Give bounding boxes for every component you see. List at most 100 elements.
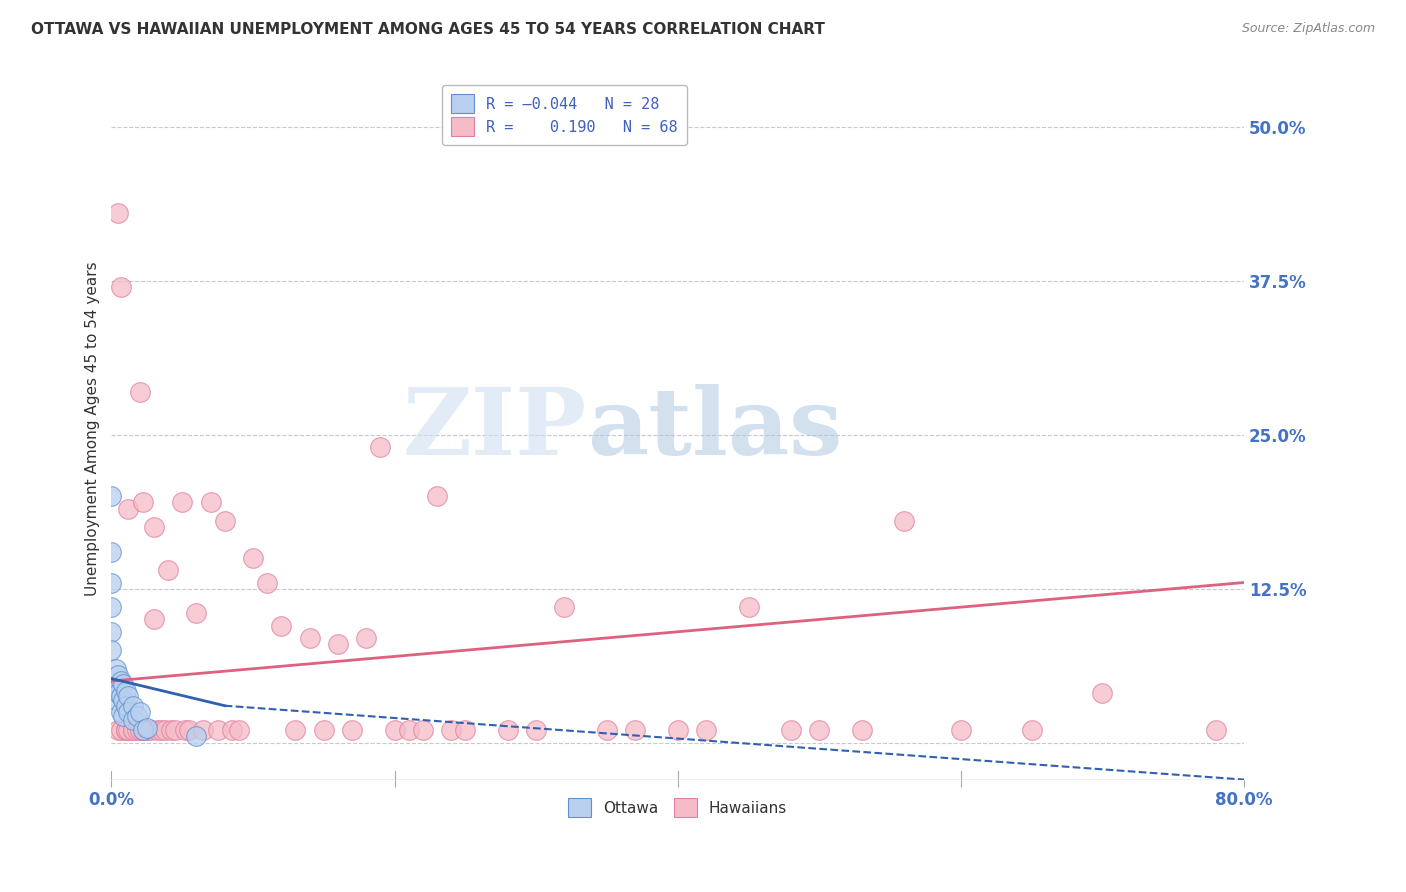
Point <box>131 723 153 738</box>
Point <box>242 550 264 565</box>
Legend: Ottawa, Hawaiians: Ottawa, Hawaiians <box>561 790 794 824</box>
Point <box>135 723 157 738</box>
Point <box>186 607 208 621</box>
Point <box>340 723 363 738</box>
Text: OTTAWA VS HAWAIIAN UNEMPLOYMENT AMONG AGES 45 TO 54 YEARS CORRELATION CHART: OTTAWA VS HAWAIIAN UNEMPLOYMENT AMONG AG… <box>31 22 825 37</box>
Point <box>149 723 172 738</box>
Point <box>370 440 392 454</box>
Point <box>100 575 122 590</box>
Point <box>524 723 547 738</box>
Point <box>893 514 915 528</box>
Point <box>384 723 406 738</box>
Point <box>221 723 243 738</box>
Point <box>228 723 250 738</box>
Point <box>186 730 208 744</box>
Point <box>142 520 165 534</box>
Point <box>104 680 127 694</box>
Point <box>107 206 129 220</box>
Point <box>172 495 194 509</box>
Point <box>111 676 134 690</box>
Point <box>440 723 463 738</box>
Point <box>398 723 420 738</box>
Point <box>107 686 129 700</box>
Point <box>298 631 321 645</box>
Y-axis label: Unemployment Among Ages 45 to 54 years: Unemployment Among Ages 45 to 54 years <box>86 261 100 596</box>
Point <box>128 723 150 738</box>
Point <box>284 723 307 738</box>
Point <box>200 495 222 509</box>
Point <box>128 384 150 399</box>
Point <box>312 723 335 738</box>
Point <box>412 723 434 738</box>
Point <box>117 501 139 516</box>
Point <box>851 723 873 738</box>
Point <box>100 624 122 639</box>
Point <box>949 723 972 738</box>
Point <box>157 563 180 577</box>
Point <box>160 723 183 738</box>
Point <box>135 721 157 735</box>
Point <box>139 723 162 738</box>
Point <box>131 723 153 738</box>
Point <box>104 662 127 676</box>
Point <box>145 723 167 738</box>
Point <box>100 600 122 615</box>
Point <box>107 723 129 738</box>
Text: Source: ZipAtlas.com: Source: ZipAtlas.com <box>1241 22 1375 36</box>
Point <box>354 631 377 645</box>
Point <box>114 723 136 738</box>
Point <box>117 689 139 703</box>
Point <box>121 723 143 738</box>
Point <box>270 618 292 632</box>
Point <box>110 674 132 689</box>
Point <box>128 705 150 719</box>
Point <box>110 280 132 294</box>
Point <box>121 714 143 728</box>
Point <box>780 723 803 738</box>
Point <box>179 723 201 738</box>
Point <box>110 689 132 703</box>
Point <box>454 723 477 738</box>
Point <box>117 705 139 719</box>
Point <box>666 723 689 738</box>
Point <box>695 723 717 738</box>
Point <box>808 723 831 738</box>
Point <box>326 637 349 651</box>
Point <box>553 600 575 615</box>
Point <box>214 514 236 528</box>
Point <box>104 692 127 706</box>
Point <box>135 723 157 738</box>
Point <box>100 489 122 503</box>
Text: ZIP: ZIP <box>404 384 588 474</box>
Point <box>155 723 177 738</box>
Point <box>165 723 187 738</box>
Point <box>121 723 143 738</box>
Point <box>207 723 229 738</box>
Point <box>111 708 134 723</box>
Point <box>1205 723 1227 738</box>
Point <box>624 723 647 738</box>
Point <box>142 612 165 626</box>
Text: atlas: atlas <box>588 384 842 474</box>
Point <box>107 668 129 682</box>
Point <box>100 545 122 559</box>
Point <box>121 698 143 713</box>
Point <box>110 705 132 719</box>
Point <box>125 708 148 723</box>
Point <box>596 723 619 738</box>
Point <box>114 684 136 698</box>
Point <box>193 723 215 738</box>
Point <box>125 723 148 738</box>
Point <box>1091 686 1114 700</box>
Point <box>111 692 134 706</box>
Point <box>737 600 759 615</box>
Point <box>114 698 136 713</box>
Point <box>110 723 132 738</box>
Point <box>1021 723 1043 738</box>
Point <box>117 723 139 738</box>
Point <box>496 723 519 738</box>
Point <box>114 723 136 738</box>
Point <box>174 723 197 738</box>
Point <box>256 575 278 590</box>
Point <box>131 495 153 509</box>
